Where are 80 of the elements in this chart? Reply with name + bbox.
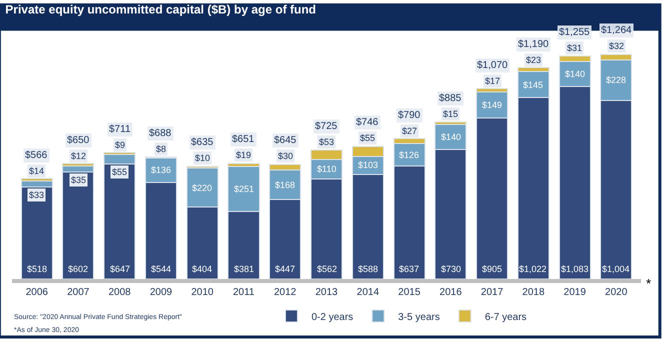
data-label: $33 <box>29 190 44 200</box>
data-label: $1,083 <box>561 264 589 274</box>
data-label: $15 <box>443 109 458 119</box>
x-tick-label: 2018 <box>522 287 545 298</box>
data-label: $9 <box>115 140 126 150</box>
total-label: $688 <box>149 128 172 139</box>
data-label: $447 <box>275 264 296 274</box>
x-tick-label: 2011 <box>232 287 255 298</box>
total-label: $746 <box>356 117 379 128</box>
total-label: $645 <box>274 135 297 146</box>
data-label: $168 <box>275 180 296 190</box>
data-label: $730 <box>441 264 462 274</box>
total-label: $790 <box>398 110 421 121</box>
data-label: $55 <box>112 167 128 177</box>
data-label: $1,004 <box>602 264 630 274</box>
x-tick-label: 2007 <box>67 287 90 298</box>
data-label: $14 <box>29 166 44 176</box>
total-label: $885 <box>439 93 462 104</box>
total-label: $566 <box>25 150 48 161</box>
data-label: $140 <box>441 132 462 142</box>
total-label: $1,255 <box>559 27 590 38</box>
data-label: $518 <box>27 264 48 274</box>
data-label: $404 <box>192 264 212 274</box>
total-label: $650 <box>67 135 90 146</box>
data-label: $10 <box>195 153 210 163</box>
x-tick-label: 2006 <box>26 287 48 298</box>
data-label: $30 <box>278 151 294 161</box>
x-tick-label: 2012 <box>274 287 297 298</box>
data-label: $126 <box>399 150 420 160</box>
x-tick-label: 2015 <box>398 287 421 298</box>
data-label: $228 <box>606 75 626 85</box>
x-tick-label: 2014 <box>356 287 380 298</box>
x-tick-label: 2019 <box>564 287 586 298</box>
data-label: $381 <box>234 264 254 274</box>
data-label: $905 <box>482 264 502 274</box>
data-label: $602 <box>68 264 88 274</box>
x-tick-label: 2008 <box>108 287 132 298</box>
data-label: $31 <box>567 43 582 53</box>
legend-label: 0-2 years <box>311 312 354 323</box>
x-tick-label: 2009 <box>150 287 173 298</box>
x-tick-label: 2017 <box>480 287 504 298</box>
data-label: $544 <box>151 264 172 274</box>
data-label: $251 <box>234 184 254 194</box>
data-label: $588 <box>358 264 378 274</box>
x-tick-label: 2013 <box>315 287 338 298</box>
data-label: $19 <box>236 150 252 160</box>
total-label: $711 <box>109 124 131 135</box>
data-label: $103 <box>358 160 378 170</box>
data-label: $220 <box>192 183 212 193</box>
data-label: $647 <box>110 264 130 274</box>
data-label: $637 <box>399 264 420 274</box>
data-label: $53 <box>319 137 334 147</box>
data-label: $35 <box>71 175 86 185</box>
total-label: $1,070 <box>477 60 508 71</box>
data-label: $145 <box>523 80 544 90</box>
data-label: $8 <box>156 144 166 154</box>
total-label: $1,264 <box>601 25 632 36</box>
data-label: $55 <box>360 133 376 143</box>
total-label: $725 <box>315 121 338 132</box>
legend-label: 3-5 years <box>398 312 440 323</box>
data-label: $12 <box>71 151 86 161</box>
x-tick-label: 2020 <box>605 287 628 298</box>
total-label: $635 <box>191 137 214 148</box>
text: * <box>646 276 652 291</box>
chart-title: Private equity uncommitted capital ($B) by age of fund <box>5 2 316 17</box>
data-label: $110 <box>317 164 336 174</box>
data-label: $17 <box>485 76 500 86</box>
data-label: $32 <box>609 41 624 51</box>
total-label: $651 <box>232 134 255 145</box>
data-label: $562 <box>317 264 338 274</box>
x-tick-label: 2010 <box>191 287 214 298</box>
x-tick-label: 2016 <box>440 287 462 298</box>
data-label: $140 <box>565 69 586 79</box>
data-label: $149 <box>482 100 502 110</box>
data-label: $23 <box>526 55 542 65</box>
total-label: $1,190 <box>518 39 550 50</box>
data-label: $136 <box>151 165 172 175</box>
data-label: $27 <box>402 126 418 136</box>
legend-label: 6-7 years <box>484 312 527 323</box>
data-label: $1,022 <box>519 264 547 274</box>
